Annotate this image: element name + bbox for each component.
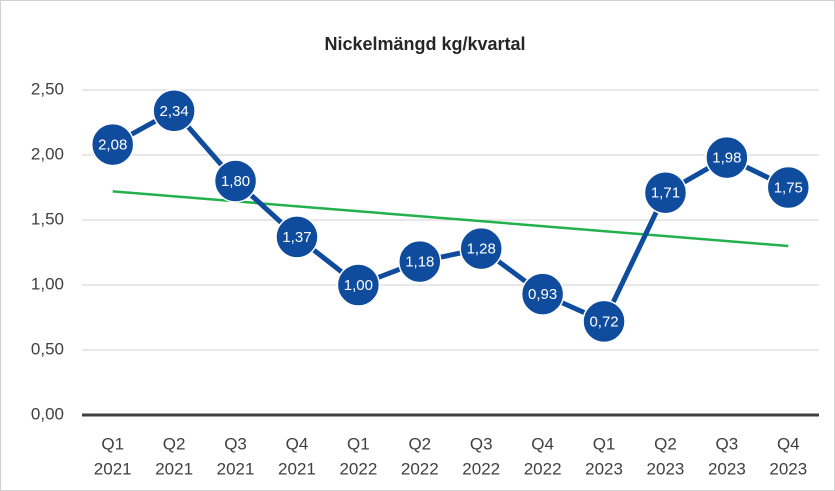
x-tick-label: 2023 xyxy=(708,459,746,478)
x-tick-label: 2023 xyxy=(585,459,623,478)
data-label: 1,18 xyxy=(405,254,434,271)
data-label: 1,28 xyxy=(467,241,496,258)
data-point xyxy=(90,122,135,167)
x-tick-label: Q3 xyxy=(224,434,247,453)
y-tick-label: 1,50 xyxy=(31,209,64,228)
chart-title: Nickelmängd kg/kvartal xyxy=(324,34,525,54)
x-tick-label: 2023 xyxy=(769,459,807,478)
x-tick-label: Q4 xyxy=(777,434,800,453)
data-label: 1,00 xyxy=(344,277,373,294)
data-label: 0,72 xyxy=(589,313,618,330)
x-tick-label: Q2 xyxy=(654,434,677,453)
x-tick-label: 2021 xyxy=(94,459,132,478)
data-point xyxy=(213,159,258,203)
x-tick-label: Q3 xyxy=(470,434,493,453)
data-point xyxy=(275,215,319,259)
data-point xyxy=(398,239,442,284)
data-label: 1,71 xyxy=(651,185,680,202)
data-label: 0,93 xyxy=(528,286,557,303)
x-tick-label: 2021 xyxy=(278,459,316,478)
data-label: 1,75 xyxy=(774,179,803,196)
x-tick-label: Q2 xyxy=(163,434,186,453)
y-tick-label: 2,50 xyxy=(31,79,64,98)
data-point xyxy=(582,299,626,344)
trendline xyxy=(112,190,789,248)
data-point xyxy=(520,272,565,316)
data-point xyxy=(766,165,811,210)
y-tick-label: 2,00 xyxy=(31,144,64,163)
y-tick-label: 1,00 xyxy=(31,274,64,293)
data-label: 1,80 xyxy=(221,173,250,190)
x-tick-label: Q1 xyxy=(101,434,124,453)
y-tick-label: 0,00 xyxy=(31,404,64,423)
data-label: 1,98 xyxy=(712,150,741,167)
data-point xyxy=(336,263,381,307)
x-tick-label: 2022 xyxy=(524,459,562,478)
data-label: 2,34 xyxy=(160,103,189,120)
x-tick-label: Q2 xyxy=(408,434,431,453)
x-tick-label: 2022 xyxy=(401,459,439,478)
data-label: 2,08 xyxy=(98,137,127,154)
x-tick-label: Q1 xyxy=(593,434,616,453)
x-tick-label: Q4 xyxy=(286,434,309,453)
data-point xyxy=(643,170,688,215)
x-tick-label: 2021 xyxy=(217,459,255,478)
x-tick-label: Q1 xyxy=(347,434,370,453)
x-tick-label: 2021 xyxy=(155,459,193,478)
x-tick-label: Q3 xyxy=(716,434,739,453)
y-tick-label: 0,50 xyxy=(31,339,64,358)
data-point xyxy=(705,135,749,180)
data-point xyxy=(459,226,503,271)
x-tick-label: Q4 xyxy=(531,434,554,453)
data-label: 1,37 xyxy=(282,229,311,246)
x-tick-label: 2023 xyxy=(647,459,685,478)
x-tick-label: 2022 xyxy=(462,459,500,478)
data-point xyxy=(152,89,196,133)
x-tick-label: 2022 xyxy=(339,459,377,478)
